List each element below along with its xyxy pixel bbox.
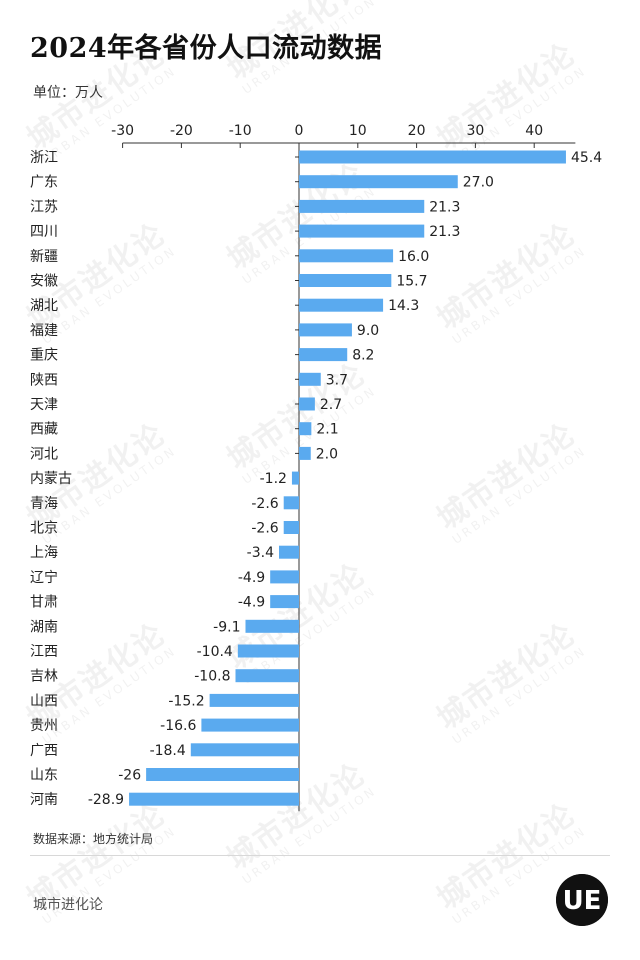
category-label: 河北: [30, 446, 58, 462]
value-label: 21.3: [429, 224, 460, 240]
category-label: 广东: [30, 175, 58, 191]
category-label: 青海: [30, 496, 58, 512]
x-tick-label: -20: [170, 123, 193, 139]
category-label: 西藏: [30, 422, 58, 438]
value-label: -16.6: [160, 718, 196, 734]
chart-title: 2024年各省份人口流动数据: [30, 33, 383, 64]
category-label: 四川: [30, 224, 58, 240]
category-label: 甘肃: [30, 595, 58, 611]
value-label: -3.4: [247, 545, 274, 561]
bar: [299, 323, 352, 337]
value-label: 2.7: [320, 397, 342, 413]
category-label: 山东: [30, 768, 58, 784]
value-label: -26: [118, 768, 141, 784]
category-label: 贵州: [30, 718, 58, 734]
bar: [237, 644, 299, 658]
category-label: 江苏: [30, 199, 58, 215]
category-label: 重庆: [30, 348, 58, 364]
bar: [299, 150, 566, 164]
value-label: 27.0: [463, 175, 494, 191]
category-label: 陕西: [30, 372, 58, 388]
bar: [299, 224, 425, 238]
bar: [299, 249, 394, 263]
value-label: -18.4: [150, 743, 186, 759]
value-label: -9.1: [213, 619, 240, 635]
data-source: 数据来源：地方统计局: [33, 832, 154, 846]
x-tick-label: 40: [525, 123, 543, 139]
value-label: -2.6: [251, 521, 278, 537]
bar: [291, 471, 299, 485]
category-label: 福建: [30, 323, 58, 339]
footer-divider: [30, 855, 610, 856]
ue-logo-icon: UE: [556, 874, 608, 926]
x-tick-label: 10: [349, 123, 367, 139]
category-label: 广西: [30, 743, 58, 759]
value-label: 8.2: [352, 348, 374, 364]
value-label: -4.9: [238, 570, 265, 586]
logo-text: UE: [563, 886, 602, 916]
unit-label: 单位：万人: [33, 85, 103, 101]
bar: [270, 595, 299, 609]
x-tick-label: 0: [295, 123, 304, 139]
category-label: 江西: [30, 644, 58, 660]
value-label: 16.0: [398, 249, 429, 265]
bar: [299, 274, 392, 287]
value-label: 45.4: [571, 150, 602, 166]
category-label: 新疆: [30, 249, 58, 265]
category-label: 内蒙古: [30, 471, 72, 487]
value-label: -28.9: [88, 792, 124, 808]
category-label: 浙江: [30, 150, 58, 166]
value-label: 21.3: [429, 199, 460, 215]
x-tick-label: -30: [111, 123, 134, 139]
bar: [299, 175, 458, 189]
bar: [201, 718, 299, 732]
value-label: -15.2: [168, 693, 204, 709]
value-label: 9.0: [357, 323, 379, 339]
x-tick-label: 20: [408, 123, 426, 139]
bar: [299, 422, 312, 436]
bar: [129, 792, 299, 806]
value-label: 15.7: [396, 274, 427, 290]
category-label: 天津: [30, 397, 58, 413]
category-label: 安徽: [30, 274, 58, 290]
x-tick-label: 30: [466, 123, 484, 139]
category-label: 辽宁: [30, 569, 58, 586]
bar: [235, 669, 299, 683]
value-label: -10.4: [197, 644, 233, 660]
category-label: 河南: [30, 792, 58, 808]
category-label: 山西: [30, 693, 58, 709]
brand-name: 城市进化论: [33, 897, 103, 913]
bar: [299, 372, 321, 386]
bar: [190, 743, 299, 757]
bar: [209, 693, 299, 707]
value-label: 14.3: [388, 298, 419, 314]
category-label: 上海: [30, 545, 58, 561]
category-label: 湖南: [30, 619, 58, 635]
bar: [299, 397, 315, 411]
category-label: 吉林: [30, 669, 58, 685]
value-label: -2.6: [251, 496, 278, 512]
value-label: 2.0: [316, 446, 338, 462]
bar: [299, 298, 384, 312]
bar: [299, 446, 311, 460]
brand-logo: UE: [556, 874, 608, 926]
bar: [283, 521, 299, 534]
value-label: 2.1: [316, 422, 338, 438]
bar: [283, 496, 299, 510]
bar: [299, 199, 425, 213]
bar: [146, 768, 299, 781]
bar: [245, 619, 299, 633]
category-label: 北京: [30, 521, 58, 537]
value-label: 3.7: [326, 372, 348, 388]
x-tick-label: -10: [229, 123, 252, 139]
value-label: -4.9: [238, 595, 265, 611]
bar: [270, 570, 299, 584]
value-label: -10.8: [194, 669, 230, 685]
bar-chart: -30 -20 -10 0 10 20 30 40 浙江 45.4 广东 27.0 江苏 21.3 四川 21…: [30, 123, 602, 812]
value-label: -1.2: [260, 471, 287, 487]
bar: [279, 545, 299, 559]
bar: [299, 348, 348, 362]
category-label: 湖北: [30, 298, 58, 314]
